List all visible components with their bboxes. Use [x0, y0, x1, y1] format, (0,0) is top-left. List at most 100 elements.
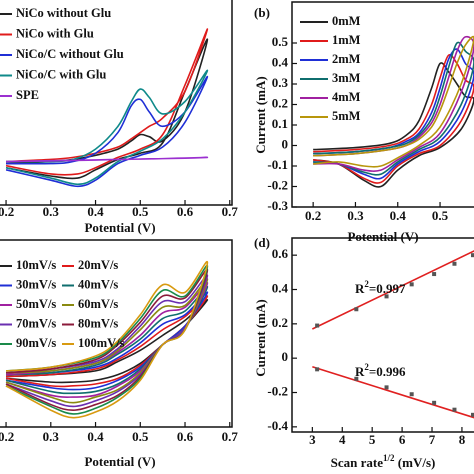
cv-curve	[5, 260, 209, 419]
legend-label: SPE	[16, 88, 39, 102]
annotation-main: R	[355, 281, 365, 296]
x-tick-label: 0.5	[132, 429, 149, 444]
y-tick-label: -0.4	[267, 418, 288, 433]
data-point	[384, 385, 389, 390]
legend-label: 90mV/s	[16, 336, 56, 350]
y-tick-label: -0.2	[267, 383, 288, 398]
legend-label: NiCo/C with Glu	[16, 67, 106, 81]
plot-area	[5, 28, 209, 188]
x-axis-label: Potential (V)	[84, 220, 155, 235]
data-point	[315, 367, 320, 372]
legend-label: NiCo/C without Glu	[16, 47, 124, 61]
y-tick-label: -0.2	[267, 177, 288, 192]
data-point	[354, 376, 359, 381]
legend-label: NiCo without Glu	[16, 6, 111, 20]
x-tick-label: 0.4	[390, 208, 407, 223]
cv-curve	[313, 41, 474, 176]
plot-frame	[291, 237, 474, 433]
x-tick-label: 0.5	[432, 208, 449, 223]
y-tick-label: -0.1	[267, 157, 288, 172]
data-point	[432, 400, 437, 405]
data-point	[432, 272, 437, 277]
y-tick-label: 0	[282, 349, 289, 364]
legend-label: 0mM	[332, 14, 361, 28]
data-point	[452, 261, 457, 266]
x-tick-label: 0.6	[177, 204, 194, 219]
data-point	[315, 323, 320, 328]
cv-curve	[5, 299, 209, 384]
x-tick-label: 0.2	[0, 429, 14, 444]
annotation-rest: =0.997	[369, 281, 406, 296]
y-tick-label: 0.2	[272, 95, 288, 110]
y-tick-label: 0.2	[272, 315, 288, 330]
x-tick-label: 0.3	[43, 204, 60, 219]
x-tick-label: 0.6	[177, 429, 194, 444]
x-tick-label: 5	[369, 432, 376, 447]
x-axis-label: Potential (V)	[347, 229, 418, 244]
cv-curve	[5, 285, 209, 395]
panel-label: (b)	[254, 5, 270, 20]
y-axis-label: Current (mA)	[253, 76, 268, 153]
x-tick-label: 0.2	[305, 208, 321, 223]
data-point	[409, 392, 414, 397]
fit-line	[311, 250, 474, 330]
x-tick-label: 0.2	[0, 204, 14, 219]
annotation-rest: =0.996	[369, 364, 406, 379]
annotation-sup: 2	[364, 279, 369, 289]
legend-label: 30mV/s	[16, 277, 56, 291]
annotation-main: R	[355, 364, 365, 379]
legend-label: 10mV/s	[16, 258, 56, 272]
data-point	[452, 407, 457, 412]
legend-label: 2mM	[332, 52, 361, 66]
plot-area	[5, 260, 209, 419]
data-point	[384, 294, 389, 299]
fit-line	[312, 365, 474, 419]
legend-label: 4mM	[332, 90, 361, 104]
annotation: R2=0.996	[355, 362, 406, 379]
x-tick-label: 0.3	[347, 208, 364, 223]
legend-label: 100mV/s	[78, 336, 125, 350]
x-tick-label: 3	[309, 432, 316, 447]
x-tick-label: 8	[459, 432, 466, 447]
y-tick-label: 0.4	[272, 280, 289, 295]
x-tick-label: 4	[339, 432, 346, 447]
x-tick-label: 7	[429, 432, 436, 447]
data-point	[354, 307, 359, 312]
y-axis-label: Current (mA)	[253, 299, 268, 376]
cv-curve	[313, 35, 474, 168]
plot-area	[311, 250, 474, 419]
legend-label: NiCo with Glu	[16, 26, 94, 40]
y-tick-label: 0.1	[272, 116, 288, 131]
cv-curve	[5, 291, 209, 391]
x-tick-label: 0.7	[222, 429, 239, 444]
data-point	[471, 253, 474, 258]
legend-label: 20mV/s	[78, 258, 118, 272]
y-tick-label: 0.3	[272, 75, 289, 90]
legend-label: 40mV/s	[78, 277, 118, 291]
data-point	[409, 282, 414, 287]
x-axis-label-sup: 1/2	[383, 453, 395, 463]
y-tick-label: 0	[282, 136, 289, 151]
x-axis-label-main: Scan rate	[331, 455, 384, 470]
y-tick-label: -0.3	[267, 198, 288, 213]
x-tick-label: 0.5	[132, 204, 149, 219]
cv-curve	[5, 69, 209, 186]
annotation-sup: 2	[364, 362, 369, 372]
legend-label: 60mV/s	[78, 297, 118, 311]
x-tick-label: 0.7	[222, 204, 239, 219]
plot-frame	[291, 1, 474, 208]
x-tick-label: 6	[399, 432, 406, 447]
y-tick-label: 0.6	[272, 246, 289, 261]
legend-label: 1mM	[332, 33, 361, 47]
x-tick-label: 0.3	[43, 429, 60, 444]
x-axis-label: Potential (V)	[84, 454, 155, 469]
legend-label: 5mM	[332, 109, 361, 123]
data-point	[471, 412, 474, 417]
x-tick-label: 0.4	[87, 204, 104, 219]
plot-frame	[0, 239, 233, 428]
legend-label: 50mV/s	[16, 297, 56, 311]
panel-label: (d)	[254, 235, 270, 250]
legend-label: 80mV/s	[78, 316, 118, 330]
plot-area	[313, 35, 474, 188]
